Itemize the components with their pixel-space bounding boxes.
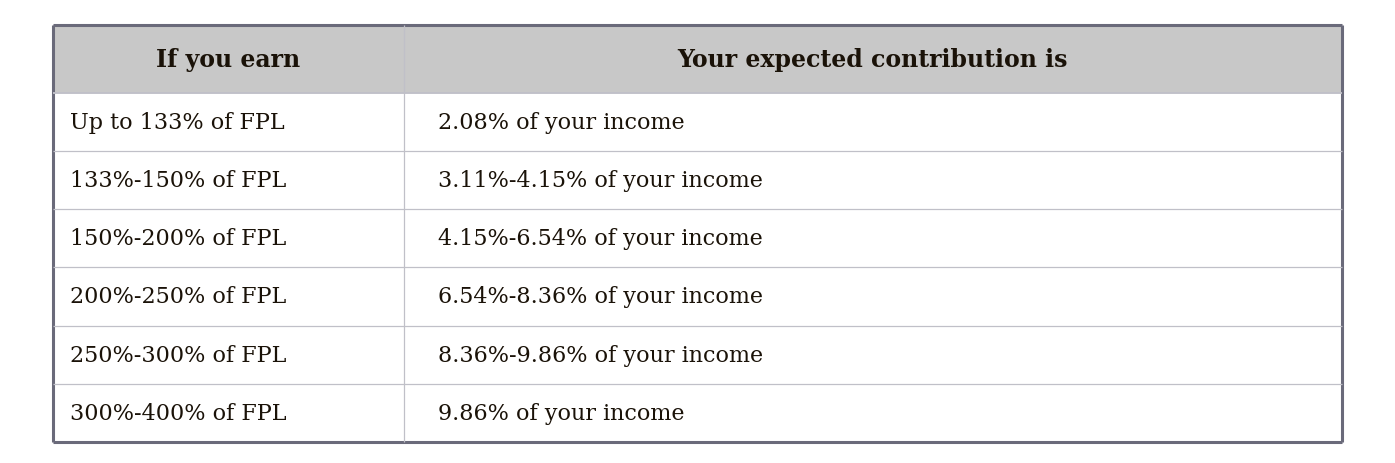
Bar [53,384,1342,442]
Text: 3.11%-4.15% of your income: 3.11%-4.15% of your income [438,169,763,192]
Text: Your expected contribution is: Your expected contribution is [678,47,1069,71]
Text: 4.15%-6.54% of your income: 4.15%-6.54% of your income [438,228,763,250]
Bar [53,25,1342,94]
Bar [53,210,1342,268]
Text: 300%-400% of FPL: 300%-400% of FPL [70,402,286,424]
Bar [53,151,1342,210]
Text: If you earn: If you earn [156,47,300,71]
Text: 133%-150% of FPL: 133%-150% of FPL [70,169,286,192]
Bar [53,94,1342,151]
Text: 250%-300% of FPL: 250%-300% of FPL [70,344,286,366]
Text: 200%-250% of FPL: 200%-250% of FPL [70,286,286,308]
Text: 6.54%-8.36% of your income: 6.54%-8.36% of your income [438,286,763,308]
Bar [53,268,1342,326]
Text: Up to 133% of FPL: Up to 133% of FPL [70,112,285,133]
Text: 150%-200% of FPL: 150%-200% of FPL [70,228,286,250]
Bar [53,326,1342,384]
Text: 9.86% of your income: 9.86% of your income [438,402,685,424]
Text: 2.08% of your income: 2.08% of your income [438,112,685,133]
Text: 8.36%-9.86% of your income: 8.36%-9.86% of your income [438,344,763,366]
